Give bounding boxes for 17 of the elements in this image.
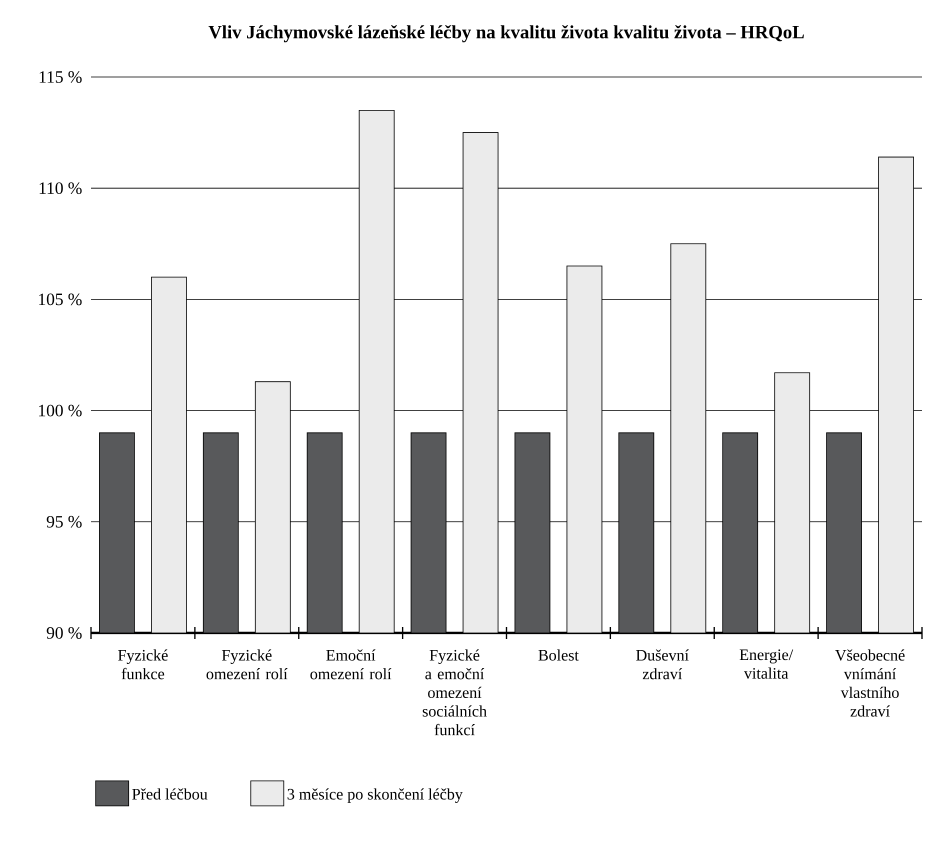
legend-label: Před léčbou [132, 788, 208, 800]
y-tick-label: 115 % [40, 71, 82, 83]
x-tick-label: Všeobecné vnímání vlastního zdraví [835, 649, 905, 717]
y-tick-label: 90 % [46, 627, 82, 639]
x-tick-label: Bolest [538, 649, 579, 661]
x-tick-label: Energie/ vitalita [740, 649, 794, 679]
x-tick-label: Fyzické funkce [118, 649, 168, 680]
y-tick-label: 110 % [40, 182, 82, 194]
x-tick-label: Fyzické a emoční omezení sociálních funkcí [422, 649, 487, 736]
y-tick-label: 100 % [39, 404, 82, 416]
x-tick-label: Fyzické omezení rolí [206, 649, 288, 680]
y-tick-label: 95 % [46, 516, 82, 528]
legend-label: 3 měsíce po skončení léčby [288, 788, 463, 803]
chart-title: Vliv Jáchymovské lázeňské léčby na kvalitu života kvalitu života – HRQoL [208, 25, 804, 42]
y-tick-label: 105 % [39, 294, 82, 306]
x-tick-label: Emoční omezení rolí [310, 649, 392, 680]
x-tick-label: Duševní zdraví [636, 649, 689, 680]
